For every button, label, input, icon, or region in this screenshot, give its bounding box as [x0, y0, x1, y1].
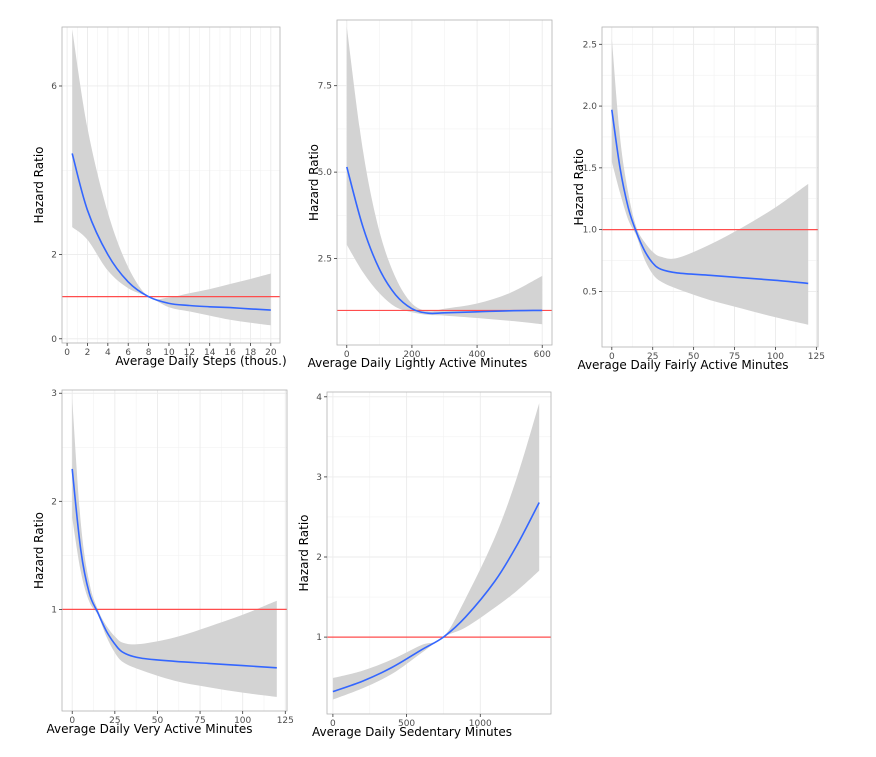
y-tick-label: 1.5 [583, 164, 597, 174]
hazard-ratio-curve [346, 166, 543, 315]
y-axis-title: Hazard Ratio [307, 144, 321, 221]
y-tick-label: 7.5 [318, 82, 332, 92]
x-tick-label: 600 [534, 350, 551, 360]
y-axis-title: Hazard Ratio [32, 147, 46, 224]
x-tick-label: 1000 [469, 719, 492, 729]
panel-fairly-active: 0 25 50 75 100 125 0.5 1.0 1.5 2.0 2.5 Average Dail… [572, 26, 825, 372]
panel-sedentary: 0 500 1000 1 2 3 4 Average Daily Sedentary Minu… [297, 391, 552, 739]
panel-border [601, 26, 819, 348]
x-tick-label: 10 [163, 348, 175, 358]
panel-border [61, 26, 281, 344]
x-tick-label: 8 [146, 348, 152, 358]
x-tick-label: 0 [64, 348, 70, 358]
panel-very-active: 0 25 50 75 100 125 1 2 3 Average Daily Very Activ… [32, 389, 294, 736]
y-tick-label: 3 [51, 389, 57, 399]
x-tick-label: 75 [729, 352, 740, 362]
y-tick-label: 2.5 [318, 255, 332, 265]
panel-border [326, 391, 552, 715]
x-tick-label: 200 [403, 350, 420, 360]
panel-border [61, 389, 288, 712]
y-tick-label: 5.0 [318, 168, 333, 178]
y-tick-label: 2 [51, 251, 57, 261]
x-axis-title: Average Daily Sedentary Minutes [312, 725, 512, 739]
x-tick-label: 0 [344, 350, 350, 360]
x-tick-label: 125 [808, 352, 825, 362]
x-tick-label: 500 [398, 719, 415, 729]
x-axis-title: Average Daily Very Active Minutes [47, 722, 253, 736]
x-tick-label: 20 [265, 348, 277, 358]
panel-lightly-active: 0 200 400 600 2.5 5.0 7.5 Average Daily Lightly… [307, 19, 553, 370]
hazard-ratio-curve [611, 109, 809, 285]
x-tick-label: 100 [767, 352, 784, 362]
x-tick-label: 125 [277, 716, 294, 726]
confidence-ribbon [72, 29, 271, 326]
confidence-ribbon [611, 38, 809, 325]
y-axis-title: Hazard Ratio [572, 149, 586, 226]
y-tick-label: 1.0 [583, 226, 598, 236]
y-axis-title: Hazard Ratio [32, 512, 46, 589]
y-tick-label: 2.5 [583, 40, 597, 50]
x-axis-title: Average Daily Lightly Active Minutes [308, 356, 528, 370]
x-axis-title: Average Daily Fairly Active Minutes [577, 358, 788, 372]
panel-border [336, 19, 553, 346]
y-tick-label: 2.0 [583, 102, 598, 112]
x-tick-label: 400 [468, 350, 485, 360]
y-tick-label: 6 [51, 82, 57, 92]
x-tick-label: 4 [105, 348, 111, 358]
hazard-ratio-curve [332, 502, 540, 693]
hazard-ratio-curve [71, 468, 277, 669]
y-tick-label: 1 [316, 633, 322, 643]
y-axis-title: Hazard Ratio [297, 515, 311, 592]
x-tick-label: 18 [245, 348, 257, 358]
y-tick-label: 1 [51, 605, 57, 615]
x-tick-label: 14 [204, 348, 216, 358]
x-tick-label: 0 [609, 352, 615, 362]
x-tick-label: 75 [194, 716, 205, 726]
x-tick-label: 50 [688, 352, 700, 362]
y-tick-label: 2 [316, 553, 322, 563]
y-tick-label: 0.5 [583, 287, 597, 297]
y-tick-label: 4 [316, 393, 322, 403]
hazard-ratio-curve [71, 153, 271, 311]
x-axis-title: Average Daily Steps (thous.) [115, 354, 286, 368]
y-tick-label: 3 [316, 473, 322, 483]
x-tick-label: 25 [109, 716, 120, 726]
y-tick-label: 2 [51, 497, 57, 507]
x-tick-label: 2 [85, 348, 91, 358]
x-tick-label: 0 [69, 716, 75, 726]
x-tick-label: 6 [125, 348, 131, 358]
x-tick-label: 25 [647, 352, 658, 362]
x-tick-label: 50 [152, 716, 164, 726]
confidence-ribbon [346, 26, 543, 325]
y-tick-label: 0 [51, 335, 57, 345]
confidence-ribbon [72, 398, 277, 697]
x-tick-label: 16 [224, 348, 236, 358]
x-tick-label: 100 [234, 716, 251, 726]
confidence-ribbon [332, 403, 540, 700]
x-tick-label: 0 [330, 719, 336, 729]
x-tick-label: 12 [184, 348, 195, 358]
